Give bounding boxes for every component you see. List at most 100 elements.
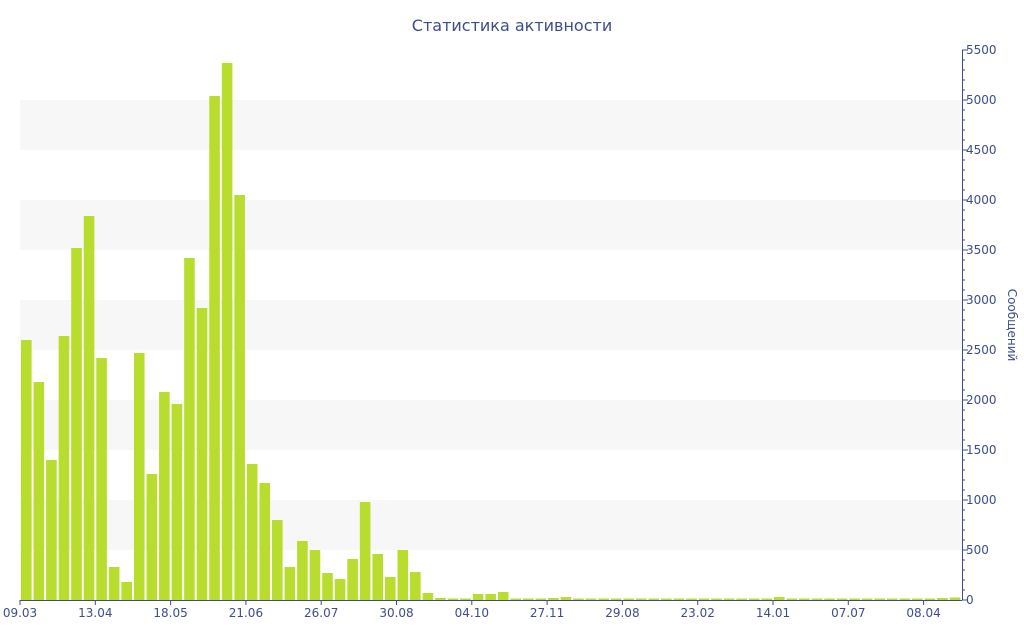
bar [736,598,747,600]
bar [635,598,647,600]
bar [924,598,936,600]
bar [548,598,559,600]
bar [297,541,308,600]
bar [585,598,597,600]
bar [384,577,396,600]
x-tick-label: 27.11 [530,606,564,620]
bar [472,594,484,600]
bar [535,598,547,600]
grid-band [20,300,962,350]
bar [71,248,82,600]
bar [159,392,170,600]
bar [422,593,434,600]
bar [146,474,158,600]
bar [322,573,333,600]
bar [171,404,183,600]
bar [937,598,948,600]
y-tick-label: 5500 [966,43,997,57]
bar [309,550,321,600]
bar [648,598,660,600]
bar [786,598,798,600]
bar [485,594,496,600]
grid-band [20,100,962,150]
bar [108,567,120,600]
grid-bands [20,100,962,550]
y-tick-label: 4500 [966,143,997,157]
x-tick-label: 29.08 [605,606,639,620]
x-tick-label: 21.06 [229,606,263,620]
x-tick-label: 30.08 [379,606,413,620]
bar [447,598,459,600]
y-tick-label: 3500 [966,243,997,257]
bar [284,567,296,600]
bar [598,598,609,600]
bar [133,353,145,600]
x-tick-label: 07.07 [831,606,865,620]
bar [497,592,509,600]
bar [347,559,358,600]
bar [184,258,195,600]
y-tick-label: 3000 [966,293,997,307]
y-tick-label: 1000 [966,493,997,507]
bar [610,598,622,600]
bar [912,598,923,600]
y-tick-label: 500 [966,543,989,557]
y-tick-label: 1500 [966,443,997,457]
x-tick-label: 26.07 [304,606,338,620]
bar [949,597,961,600]
bar [334,579,346,600]
bar [196,308,208,600]
bar [121,582,132,600]
bar [83,216,95,600]
x-tick-label: 09.03 [3,606,37,620]
bar [774,597,785,600]
bar [824,598,835,600]
y-axis-title: Сообщений [1005,289,1019,362]
bar [861,598,873,600]
bar [686,598,697,600]
bar [673,598,685,600]
bar [372,554,383,600]
bar [623,598,634,600]
bar [234,195,245,600]
x-tick-label: 23.02 [681,606,715,620]
x-tick-label: 08.04 [906,606,940,620]
bar [435,598,446,600]
bar [359,502,371,600]
bar [748,598,760,600]
bar [799,598,810,600]
bar [460,598,471,600]
bar [723,598,735,600]
x-tick-label: 18.05 [153,606,187,620]
y-tick-label: 2500 [966,343,997,357]
bar [96,358,107,600]
bar [410,572,421,600]
bar [874,598,885,600]
bar [711,598,722,600]
chart-title: Статистика активности [412,16,612,35]
bars [21,63,961,600]
bar [573,598,584,600]
bar [21,340,32,600]
bar [849,598,860,600]
y-tick-label: 4000 [966,193,997,207]
bar [33,382,45,600]
bar [886,598,898,600]
bar [272,520,283,600]
y-tick-label: 5000 [966,93,997,107]
bar [221,63,233,600]
y-tick-label: 2000 [966,393,997,407]
bar [811,598,823,600]
bar [259,483,271,600]
bar [510,598,522,600]
bar [397,550,409,600]
bar [209,96,220,600]
x-tick-label: 14.01 [756,606,790,620]
bar [899,598,911,600]
x-tick-label: 13.04 [78,606,112,620]
bar [661,598,672,600]
bar [560,597,572,600]
bar [58,336,70,600]
